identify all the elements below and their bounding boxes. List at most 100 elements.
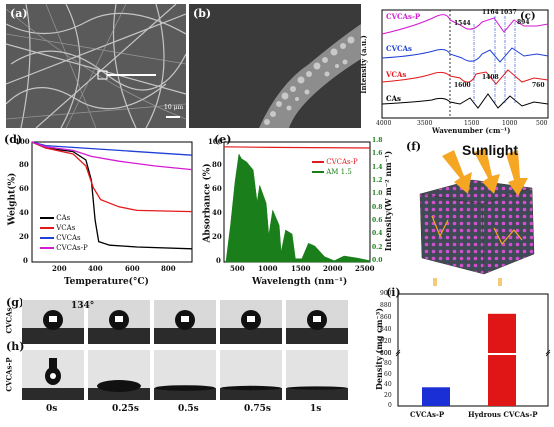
e-ytick-5: 100 bbox=[208, 137, 223, 146]
e-y2tick-9: 1.8 bbox=[372, 137, 383, 144]
panel-label-g: (g) bbox=[6, 296, 25, 309]
c-xtick-0: 4000 bbox=[376, 120, 392, 127]
e-y2tick-8: 1.6 bbox=[372, 150, 383, 157]
density-chart-i: (i) Density (mg cm⁻³) 0 20 40 60 80 100 800 820… bbox=[358, 286, 552, 423]
d-legend-vcas: VCAs bbox=[56, 224, 76, 232]
d-ytick-4: 80 bbox=[19, 160, 29, 169]
time-label-0: 0s bbox=[46, 404, 58, 414]
d-ytick-0: 0 bbox=[23, 256, 28, 265]
density-bar-0 bbox=[422, 387, 450, 406]
droplet-frame-h-4 bbox=[286, 350, 348, 400]
ftir-chart-c: (c) CVCAs-P CVCAs VCAs CAs 1544 1164 103… bbox=[358, 4, 552, 135]
sunlight-cube-f: (f) Sunlight bbox=[402, 136, 552, 288]
d-ylabel: Weight(%) bbox=[7, 172, 18, 226]
panel-label-e: (e) bbox=[214, 133, 232, 146]
panel-label-d: (d) bbox=[4, 133, 23, 146]
panel-label-a: (a) bbox=[10, 7, 28, 20]
c-xlabel: Wavenumber (cm⁻¹) bbox=[432, 126, 511, 135]
d-legend-cvcas-p: CVCAs-P bbox=[56, 244, 88, 252]
time-label-2: 0.5s bbox=[178, 404, 199, 414]
d-ytick-3: 60 bbox=[19, 184, 29, 193]
series-label-vcas: VCAs bbox=[386, 70, 407, 79]
e-ylabel: Absorbance (%) bbox=[202, 163, 213, 243]
c-xtick-3: 1000 bbox=[502, 120, 518, 127]
e-xtick-3: 2000 bbox=[323, 264, 343, 273]
peak-label-760: 760 bbox=[532, 82, 545, 89]
e-am15-area bbox=[225, 153, 371, 263]
e-absorbance-line bbox=[223, 146, 371, 149]
d-ytick-1: 20 bbox=[19, 232, 29, 241]
droplet-row-h bbox=[22, 350, 352, 400]
e-y2tick-7: 1.4 bbox=[372, 164, 383, 171]
e-xtick-2: 1500 bbox=[291, 264, 311, 273]
d-series-line-0 bbox=[31, 141, 193, 250]
e-y2tick-4: 0.8 bbox=[372, 204, 383, 211]
scale-bar-text-a: 10 μm bbox=[164, 104, 184, 111]
d-legend-cvcas: CVCAs bbox=[56, 234, 81, 242]
droplet-frame-g-4 bbox=[286, 300, 348, 344]
droplet-frame-g-1 bbox=[88, 300, 150, 344]
c-ylabel: Intensity (a.u.) bbox=[358, 35, 368, 94]
peak-label-1164: 1164 bbox=[482, 9, 499, 16]
e-xlabel: Wavelength (nm⁻¹) bbox=[252, 277, 348, 287]
droplet-frame-h-1 bbox=[88, 350, 150, 400]
c-xtick-1: 3500 bbox=[417, 120, 433, 127]
d-xtick-3: 800 bbox=[161, 264, 176, 273]
absorbance-chart-e: (e) Absorbance (%) Intensity(W m⁻² nm⁻¹)… bbox=[198, 133, 398, 292]
d-series-line-3 bbox=[31, 141, 193, 171]
i-xtick-0: CVCAs-P bbox=[410, 410, 445, 419]
e-ytick-0: 0 bbox=[216, 256, 221, 265]
i-ytick-7: 820 bbox=[380, 338, 392, 345]
e-y2tick-0: 0.0 bbox=[372, 257, 383, 264]
droplet-row-g bbox=[22, 300, 352, 344]
e-ytick-3: 60 bbox=[212, 184, 222, 193]
row-label-cvcas: CVCAs bbox=[4, 307, 14, 334]
density-bar-1 bbox=[488, 313, 516, 406]
panel-label-c: (c) bbox=[520, 11, 536, 22]
e-ytick-1: 20 bbox=[212, 232, 222, 241]
i-ytick-4: 80 bbox=[384, 360, 392, 368]
c-xtick-4: 500 bbox=[536, 120, 548, 127]
d-xtick-1: 400 bbox=[88, 264, 103, 273]
sem-image-a: (a) 10 μm bbox=[6, 4, 186, 128]
peak-label-1600: 1600 bbox=[454, 82, 471, 89]
e-xtick-0: 500 bbox=[230, 264, 245, 273]
e-y2tick-6: 1.2 bbox=[372, 177, 383, 184]
e-xtick-4: 2500 bbox=[355, 264, 375, 273]
d-xtick-0: 200 bbox=[52, 264, 67, 273]
e-legend-am15: AM 1.5 bbox=[326, 168, 352, 176]
e-y2tick-3: 0.6 bbox=[372, 217, 383, 224]
e-ytick-2: 40 bbox=[212, 208, 222, 217]
d-ytick-5: 100 bbox=[15, 137, 30, 146]
series-label-cas: CAs bbox=[386, 94, 401, 103]
i-ytick-9: 860 bbox=[380, 314, 392, 321]
droplet-frame-h-2 bbox=[154, 350, 216, 400]
droplet-frame-g-0 bbox=[22, 300, 84, 344]
panel-label-f: (f) bbox=[406, 140, 422, 153]
i-ytick-0: 0 bbox=[388, 402, 392, 409]
d-legend-cas: CAs bbox=[56, 214, 71, 222]
i-ytick-11: 900 bbox=[380, 290, 392, 297]
c-xtick-2: 1500 bbox=[464, 120, 480, 127]
i-ytick-8: 840 bbox=[380, 326, 392, 333]
droplet-frame-h-0 bbox=[22, 350, 84, 400]
peak-label-1408: 1408 bbox=[482, 74, 499, 81]
i-ytick-1: 20 bbox=[384, 391, 392, 399]
i-ytick-3: 60 bbox=[384, 370, 392, 378]
sunlight-title: Sunlight bbox=[462, 142, 518, 158]
contact-angle-label: 134° bbox=[71, 301, 95, 311]
e-y2tick-5: 1.0 bbox=[372, 190, 383, 197]
e-xtick-1: 1000 bbox=[258, 264, 278, 273]
peak-label-1544: 1544 bbox=[454, 20, 471, 27]
e-y2label: Intensity(W m⁻² nm⁻¹) bbox=[383, 150, 394, 252]
row-label-cvcas-p: CVCAs-P bbox=[4, 357, 14, 392]
peak-label-1037: 1037 bbox=[500, 9, 517, 16]
d-legend: CAs VCAs CVCAs CVCAs-P bbox=[40, 214, 88, 254]
i-ytick-5: 100 bbox=[380, 350, 392, 357]
i-xtick-1: Hydrous CVCAs-P bbox=[468, 410, 538, 419]
sem-image-b: (b) bbox=[189, 4, 361, 128]
density-axis-break bbox=[488, 353, 516, 355]
e-legend-cvcas-p: CVCAs-P bbox=[326, 158, 358, 166]
i-ytick-6: 800 bbox=[380, 350, 392, 357]
i-ytick-2: 40 bbox=[384, 381, 392, 389]
